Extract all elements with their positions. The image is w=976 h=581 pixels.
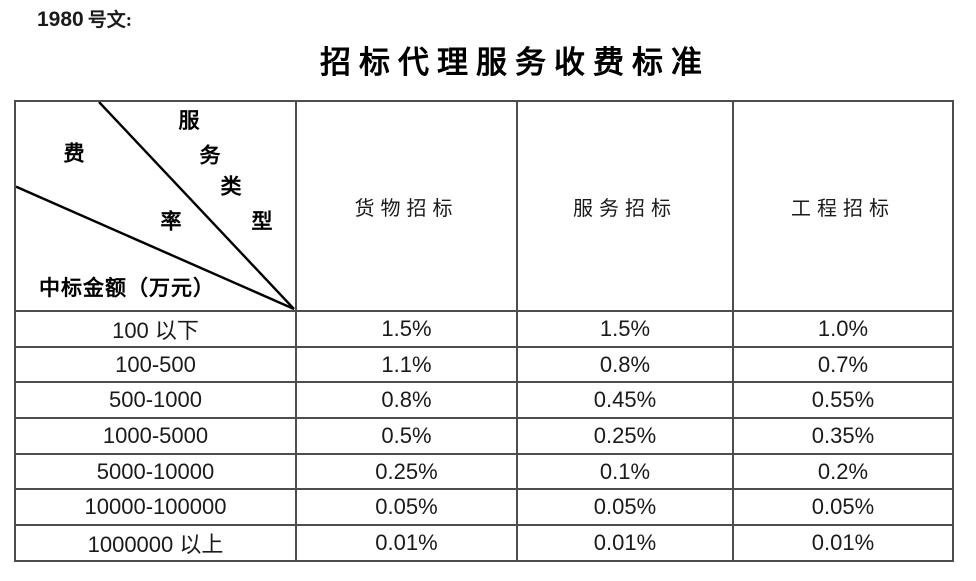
- fee-value: 0.05%: [732, 488, 954, 527]
- corner-char-service-4: 型: [251, 209, 273, 234]
- fee-value: 0.55%: [732, 381, 954, 420]
- row-label: 1000-5000: [14, 417, 297, 455]
- document-number-suffix: 号文:: [87, 10, 133, 31]
- corner-char-service-1: 服: [178, 108, 200, 133]
- fee-value: 0.8%: [295, 381, 518, 420]
- fee-value: 1.0%: [732, 310, 954, 348]
- document-number-label: 1980 号文:: [37, 5, 132, 32]
- column-header-engineering: 工程招标: [732, 100, 954, 312]
- table-row: 100-500 1.1% 0.8% 0.7%: [14, 345, 954, 384]
- fee-value: 0.7%: [732, 345, 954, 384]
- fee-value: 0.01%: [295, 524, 518, 562]
- corner-char-service-3: 类: [220, 174, 242, 199]
- fee-value: 0.45%: [516, 381, 734, 420]
- row-label: 10000-100000: [14, 488, 297, 527]
- diagonal-lines: [17, 103, 294, 309]
- fee-value: 0.2%: [732, 452, 954, 491]
- fee-value: 0.1%: [516, 452, 734, 491]
- fee-value: 0.5%: [295, 417, 518, 455]
- fee-value: 0.25%: [516, 417, 734, 455]
- table-row: 5000-10000 0.25% 0.1% 0.2%: [14, 452, 954, 491]
- fee-value: 0.01%: [732, 524, 954, 562]
- page-title: 招标代理服务收费标准: [320, 45, 710, 80]
- fee-value: 0.8%: [516, 345, 734, 384]
- column-header-goods: 货物招标: [295, 100, 518, 312]
- row-label: 500-1000: [14, 381, 297, 420]
- row-label: 1000000 以上: [14, 524, 297, 562]
- table-row: 500-1000 0.8% 0.45% 0.55%: [14, 381, 954, 420]
- table-row: 1000-5000 0.5% 0.25% 0.35%: [14, 417, 954, 455]
- fee-value: 1.1%: [295, 345, 518, 384]
- fee-value: 0.05%: [295, 488, 518, 527]
- fee-standard-table: 服 务 类 型 费 率 中标金额（万元） 货物招标 服务招标 工程招标 100 …: [14, 100, 954, 562]
- table-row: 1000000 以上 0.01% 0.01% 0.01%: [14, 524, 954, 562]
- fee-value: 0.35%: [732, 417, 954, 455]
- table-header-row: 服 务 类 型 费 率 中标金额（万元） 货物招标 服务招标 工程招标: [14, 100, 954, 312]
- fee-value: 0.05%: [516, 488, 734, 527]
- document-number: 1980: [37, 8, 84, 31]
- row-label: 5000-10000: [14, 452, 297, 491]
- fee-value: 0.25%: [295, 452, 518, 491]
- table-row: 10000-100000 0.05% 0.05% 0.05%: [14, 488, 954, 527]
- table-row: 100 以下 1.5% 1.5% 1.0%: [14, 310, 954, 348]
- corner-rate-label: 率: [160, 209, 182, 234]
- fee-value: 1.5%: [516, 310, 734, 348]
- row-label: 100 以下: [14, 310, 297, 348]
- row-label: 100-500: [14, 345, 297, 384]
- fee-value: 0.01%: [516, 524, 734, 562]
- fee-value: 1.5%: [295, 310, 518, 348]
- corner-char-service-2: 务: [199, 143, 221, 168]
- corner-fee-label: 费: [63, 141, 85, 166]
- column-header-services: 服务招标: [516, 100, 734, 312]
- corner-cell: 服 务 类 型 费 率 中标金额（万元）: [14, 100, 297, 312]
- corner-amount-label: 中标金额（万元）: [39, 276, 215, 300]
